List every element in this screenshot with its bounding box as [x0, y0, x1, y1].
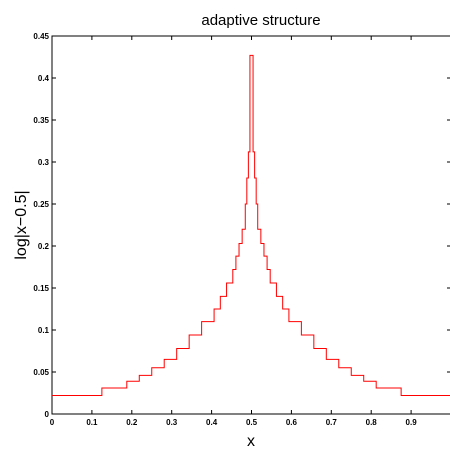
x-tick-label: 0.4	[206, 418, 218, 427]
chart-title: adaptive structure	[201, 12, 320, 29]
y-axis-ticks: 0 0.05 0.1 0.15 0.2 0.25 0.3 0.35 0.4 0.45	[33, 32, 450, 419]
y-tick-label: 0.35	[33, 116, 49, 125]
x-tick-label: 0.5	[246, 418, 258, 427]
x-tick-label: 0.1	[86, 418, 98, 427]
y-tick-label: 0.1	[38, 326, 50, 335]
y-tick-label: 0.2	[38, 242, 50, 251]
series-group	[52, 54, 450, 397]
series-line-0	[52, 54, 450, 397]
y-tick-label: 0.45	[33, 32, 49, 41]
x-tick-label: 0.7	[326, 418, 338, 427]
y-tick-label: 0.3	[38, 158, 50, 167]
x-tick-label: 0	[50, 418, 55, 427]
y-tick-label: 0.4	[38, 74, 50, 83]
x-tick-label: 0.8	[366, 418, 378, 427]
x-tick-label: 0.2	[126, 418, 138, 427]
y-tick-label: 0.25	[33, 200, 49, 209]
x-tick-label: 0.6	[286, 418, 298, 427]
y-tick-label: 0.15	[33, 284, 49, 293]
x-tick-label: 0.9	[406, 418, 418, 427]
x-axis-label: x	[247, 433, 255, 450]
x-axis-ticks: 0 0.1 0.2 0.3 0.4 0.5 0.6 0.7 0.8 0.9	[50, 36, 417, 427]
plot-frame	[51, 35, 450, 415]
y-tick-label: 0	[45, 410, 50, 419]
y-tick-label: 0.05	[33, 368, 49, 377]
x-tick-label: 0.3	[166, 418, 178, 427]
y-axis-label: log|x−0.5|	[13, 190, 30, 259]
